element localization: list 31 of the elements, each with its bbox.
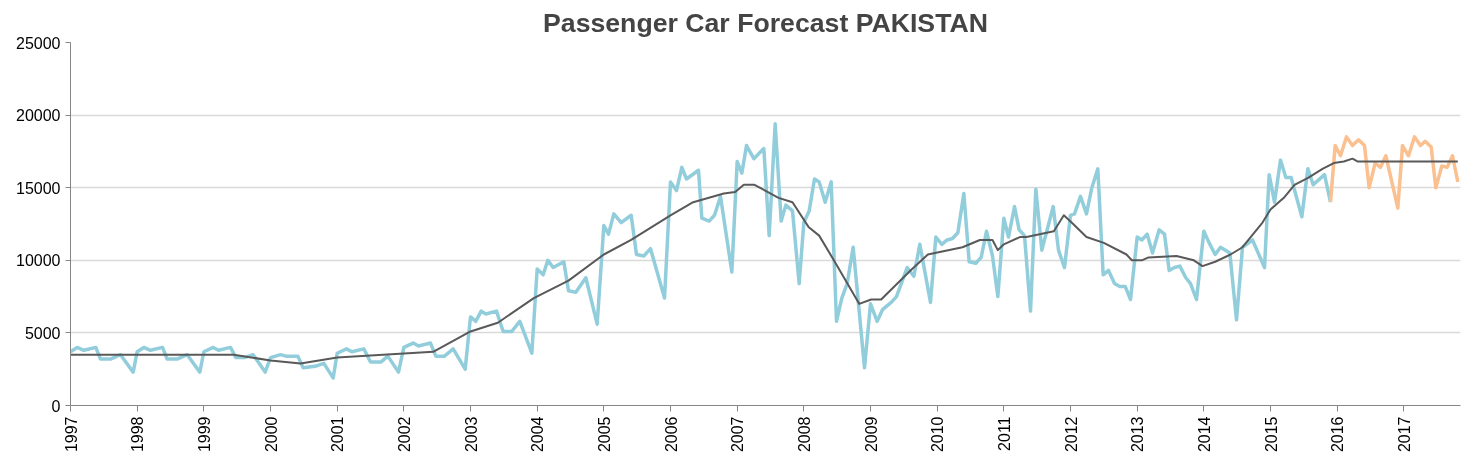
x-tick-label: 2013 bbox=[1129, 416, 1147, 453]
x-tick-label: 2000 bbox=[262, 416, 280, 453]
x-tick-label: 2003 bbox=[462, 416, 480, 453]
y-tick-label: 10000 bbox=[16, 252, 61, 270]
x-tick-label: 2001 bbox=[329, 416, 347, 453]
line-series bbox=[70, 122, 1333, 380]
x-tick-label: 2014 bbox=[1195, 416, 1213, 453]
x-tick-label: 2009 bbox=[862, 416, 880, 453]
x-tick-label: 2006 bbox=[662, 416, 680, 453]
x-tick-label: 2004 bbox=[529, 416, 547, 453]
y-tick-label: 20000 bbox=[16, 107, 61, 125]
chart-title: Passenger Car Forecast PAKISTAN bbox=[543, 7, 988, 38]
x-tick-label: 2016 bbox=[1329, 416, 1347, 453]
y-tick-label: 25000 bbox=[16, 34, 61, 52]
x-tick-label: 2002 bbox=[395, 416, 413, 453]
y-tick-label: 15000 bbox=[16, 179, 61, 197]
x-tick-label: 2015 bbox=[1262, 416, 1280, 453]
x-tick-label: 2008 bbox=[795, 416, 813, 453]
x-tick-label: 1999 bbox=[195, 416, 213, 453]
line-series bbox=[1328, 135, 1460, 210]
x-tick-label: 2011 bbox=[995, 416, 1013, 451]
x-tick-label: 2007 bbox=[729, 416, 747, 453]
x-tick-label: 2017 bbox=[1395, 416, 1413, 453]
x-tick-label: 2010 bbox=[929, 416, 947, 453]
x-tick-label: 2005 bbox=[595, 416, 613, 453]
y-tick-label: 0 bbox=[51, 397, 61, 415]
x-tick-label: 1997 bbox=[62, 416, 80, 453]
y-tick-label: 5000 bbox=[24, 324, 61, 342]
x-tick-label: 2012 bbox=[1062, 416, 1080, 453]
x-tick-label: 1998 bbox=[129, 416, 147, 453]
line-series bbox=[70, 157, 1459, 365]
